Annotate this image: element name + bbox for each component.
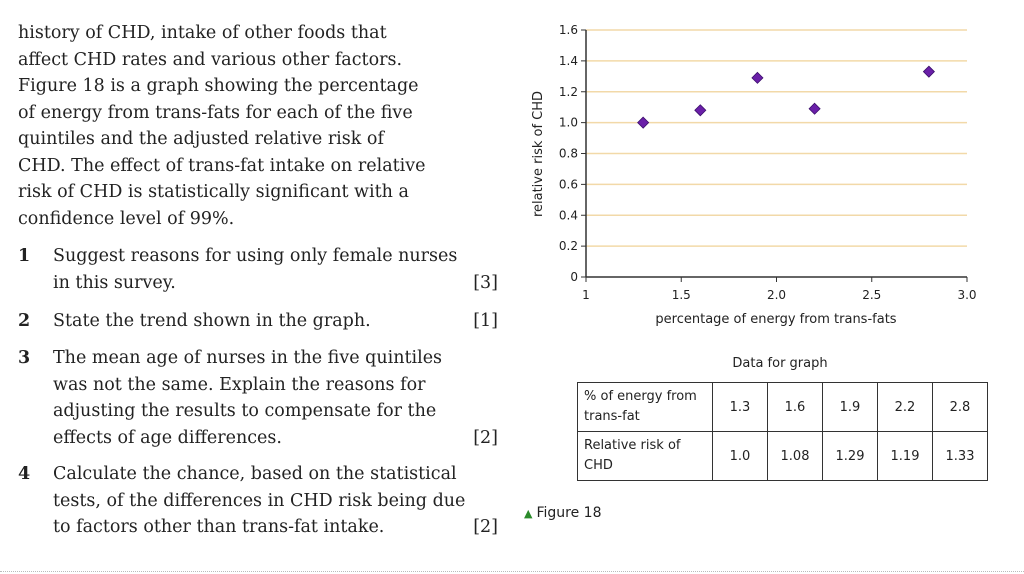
question-number: 1 xyxy=(18,246,31,266)
table-cell: 1.9 xyxy=(822,382,878,432)
question-marks: [2] xyxy=(473,517,498,537)
y-tick-label: 0.2 xyxy=(559,239,578,253)
y-tick-label: 1.2 xyxy=(559,85,578,99)
question-text: State the trend shown in the graph. xyxy=(53,311,371,331)
table-title: Data for graph xyxy=(732,356,828,371)
question-marks: [1] xyxy=(473,311,498,331)
intro-line: affect CHD rates and various other facto… xyxy=(18,49,403,70)
x-tick-label: 3.0 xyxy=(957,288,976,302)
question-marks: [3] xyxy=(473,272,498,293)
table-cell: 1.19 xyxy=(877,431,933,481)
data-point xyxy=(694,104,707,117)
x-tick-label: 1.5 xyxy=(672,288,691,302)
data-point xyxy=(808,102,821,115)
x-tick-label: 2.0 xyxy=(767,288,786,302)
page-edge xyxy=(0,571,1024,572)
table-cell: 1.33 xyxy=(932,431,988,481)
y-tick-label: 0.4 xyxy=(559,208,578,222)
question-number: 4 xyxy=(18,464,31,484)
row-header: % of energy from trans-fat xyxy=(577,382,713,432)
x-axis-label: percentage of energy from trans-fats xyxy=(655,312,896,327)
table-row: Relative risk of CHD 1.0 1.08 1.29 1.19 … xyxy=(577,431,988,481)
question-1: 1 Suggest reasons for using only female … xyxy=(18,243,498,296)
scatter-chart: 0 0.2 0.4 0.6 0.8 1.0 1.2 1.4 1.6 1 1.5 2.0 2.5 3.0 p… xyxy=(531,23,977,327)
intro-line: risk of CHD is statistically significant… xyxy=(18,182,409,202)
y-tick-label: 1.4 xyxy=(559,54,578,68)
row-header: Relative risk of CHD xyxy=(577,431,713,481)
y-tick-label: 0.6 xyxy=(559,177,578,191)
table-cell: 1.3 xyxy=(712,382,768,432)
question-number: 3 xyxy=(18,348,31,368)
y-tick-label: 0.8 xyxy=(559,147,578,161)
intro-line: CHD. The effect of trans-fat intake on r… xyxy=(18,155,426,176)
figure-caption: ▲ Figure 18 xyxy=(524,505,601,521)
table-cell: 2.2 xyxy=(877,382,933,432)
x-tick-label: 1 xyxy=(582,288,590,302)
y-tick-label: 1.6 xyxy=(559,23,578,37)
y-tick-label: 0 xyxy=(570,270,578,284)
data-point xyxy=(922,65,935,78)
y-axis-label: relative risk of CHD xyxy=(531,91,546,217)
question-number: 2 xyxy=(18,311,31,331)
intro-paragraph: history of CHD, intake of other foods th… xyxy=(18,20,488,232)
table-cell: 1.08 xyxy=(767,431,823,481)
question-marks: [2] xyxy=(473,427,498,448)
question-text: Suggest reasons for using only female nu… xyxy=(53,246,458,293)
intro-line: Figure 18 is a graph showing the percent… xyxy=(18,76,419,96)
table-cell: 2.8 xyxy=(932,382,988,432)
question-3: 3 The mean age of nurses in the five qui… xyxy=(18,345,498,451)
data-point xyxy=(637,116,650,129)
question-2: 2 State the trend shown in the graph. [1… xyxy=(18,308,498,335)
intro-line: quintiles and the adjusted relative risk… xyxy=(18,129,384,149)
intro-line: confidence level of 99%. xyxy=(18,208,235,229)
table-row: % of energy from trans-fat 1.3 1.6 1.9 2… xyxy=(577,382,988,432)
question-4: 4 Calculate the chance, based on the sta… xyxy=(18,461,498,541)
x-tick-label: 2.5 xyxy=(862,288,881,302)
question-text: Calculate the chance, based on the stati… xyxy=(53,464,466,537)
table-cell: 1.6 xyxy=(767,382,823,432)
figure-caption-text: Figure 18 xyxy=(536,505,602,521)
table-cell: 1.29 xyxy=(822,431,878,481)
table-cell: 1.0 xyxy=(712,431,768,481)
y-tick-label: 1.0 xyxy=(559,116,578,130)
question-text: The mean age of nurses in the five quint… xyxy=(53,348,443,448)
data-point xyxy=(751,71,764,84)
intro-line: of energy from trans-fats for each of th… xyxy=(18,102,413,123)
triangle-icon: ▲ xyxy=(524,507,533,520)
data-table: % of energy from trans-fat 1.3 1.6 1.9 2… xyxy=(577,382,988,481)
intro-line: history of CHD, intake of other foods th… xyxy=(18,23,387,43)
